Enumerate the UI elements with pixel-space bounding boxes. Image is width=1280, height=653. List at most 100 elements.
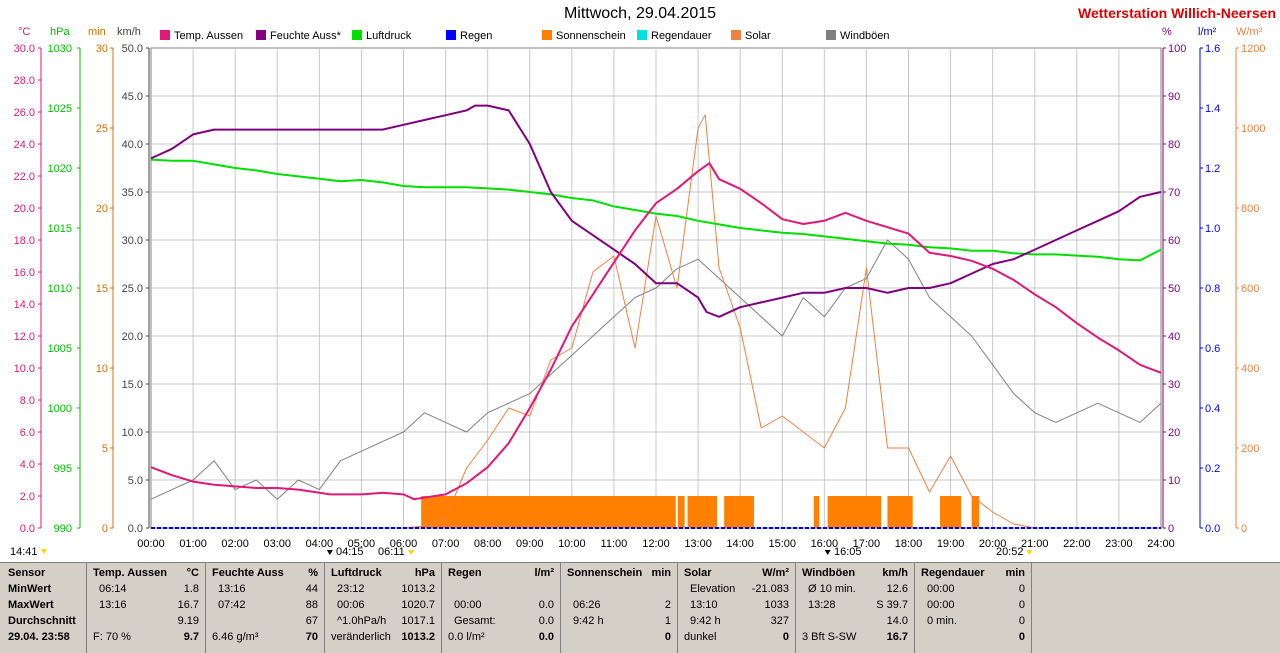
y-tick-label-temp: 30.0 (14, 43, 35, 55)
table-cell: 07:42 (218, 599, 246, 611)
y-tick-label-rain: 1.2 (1205, 163, 1220, 175)
table-cell: 88 (305, 599, 318, 611)
table-cell: 70 (305, 631, 318, 643)
legend-swatch (256, 30, 266, 40)
table-cell: Luftdruck (331, 567, 382, 579)
table-cell: 0 (664, 631, 671, 643)
y-tick-label-rain: 0.4 (1205, 403, 1220, 415)
y-tick-label-solar: 600 (1241, 283, 1259, 295)
table-cell: 0.0 l/m² (448, 631, 485, 643)
y-tick-label-temp: 20.0 (14, 203, 35, 215)
table-cell: 327 (770, 615, 789, 627)
x-tick-label: 06:00 (390, 538, 418, 550)
sunshine-bar (887, 496, 913, 528)
legend-swatch (826, 30, 836, 40)
x-tick-label: 18:00 (895, 538, 923, 550)
legend-item: Solar (731, 30, 771, 46)
sunshine-bar (940, 496, 962, 528)
station-name: Wetterstation Willich-Neersen (1078, 5, 1276, 21)
y-tick-label-wind: 10.0 (122, 427, 143, 439)
table-cell: 12.6 (886, 583, 908, 595)
table-cell: ^1.0hPa/h (337, 615, 387, 627)
x-tick-label: 20:00 (979, 538, 1007, 550)
max-temp-time-label: 16:05 (834, 546, 862, 558)
y-tick-label-humidity: 0 (1168, 523, 1174, 535)
y-tick-label-wind: 25.0 (122, 283, 143, 295)
left-time-label: 14:41 (10, 546, 38, 558)
table-cell: 13:10 (690, 599, 718, 611)
y-tick-label-rain: 0.0 (1205, 523, 1220, 535)
y-tick-label-wind: 5.0 (128, 475, 143, 487)
table-cell: 14.0 (886, 615, 908, 627)
y-tick-label-solar: 1200 (1241, 43, 1265, 55)
x-tick-label: 05:00 (348, 538, 376, 550)
table-cell: Feuchte Auss (212, 567, 284, 579)
table-cell: min (651, 567, 671, 579)
table-cell: Regendauer (921, 567, 985, 579)
x-tick-label: 22:00 (1063, 538, 1091, 550)
legend-swatch (731, 30, 741, 40)
x-tick-label: 19:00 (937, 538, 965, 550)
legend-item: Feuchte Auss* (256, 30, 341, 46)
table-cell: F: 70 % (93, 631, 131, 643)
y-tick-label-solar: 800 (1241, 203, 1259, 215)
table-cell: S 39.7 (876, 599, 908, 611)
unit-label: °C (18, 26, 31, 38)
x-tick-label: 11:00 (601, 538, 628, 550)
y-tick-label-pressure: 995 (54, 463, 72, 475)
y-tick-label-humidity: 80 (1168, 139, 1180, 151)
y-tick-label-pressure: 990 (54, 523, 72, 535)
time-marker (824, 550, 831, 555)
x-tick-label: 24:00 (1147, 538, 1175, 550)
legend-item: Regendauer (637, 30, 712, 46)
y-tick-label-wind: 40.0 (122, 139, 143, 151)
x-tick-label: 09:00 (516, 538, 544, 550)
table-cell: 00:00 (454, 599, 482, 611)
unit-label: km/h (117, 26, 141, 38)
y-tick-label-humidity: 10 (1168, 475, 1180, 487)
table-cell: 0.0 (538, 631, 554, 643)
table-cell: 0 min. (927, 615, 957, 627)
y-tick-label-humidity: 60 (1168, 235, 1180, 247)
table-cell: 13:16 (99, 599, 127, 611)
y-tick-label-pressure: 1030 (48, 43, 72, 55)
row-label-max: MaxWert (8, 599, 54, 611)
table-cell: dunkel (684, 631, 717, 643)
y-tick-label-pressure: 1010 (48, 283, 72, 295)
y-tick-label-temp: 28.0 (14, 75, 35, 87)
y-tick-label-wind: 35.0 (122, 187, 143, 199)
table-cell: 13:28 (808, 599, 836, 611)
series-line-luftdruck (150, 158, 1162, 262)
table-cell: 23:12 (337, 583, 365, 595)
y-tick-label-pressure: 1015 (48, 223, 72, 235)
table-cell: 9:42 h (573, 615, 604, 627)
sunshine-bar (971, 496, 980, 528)
x-tick-label: 12:00 (642, 538, 670, 550)
table-cell: 2 (664, 599, 671, 611)
table-cell: veränderlich (331, 631, 391, 643)
row-label-current: 29.04. 23:58 (8, 631, 70, 643)
y-tick-label-humidity: 50 (1168, 283, 1180, 295)
y-tick-label-wind: 15.0 (122, 379, 143, 391)
table-cell: Elevation (690, 583, 736, 595)
legend-item: Temp. Aussen (160, 30, 243, 46)
table-cell: 1013.2 (401, 631, 435, 643)
y-tick-label-solar: 200 (1241, 443, 1259, 455)
y-tick-label-temp: 0.0 (20, 523, 35, 535)
legend-swatch (446, 30, 456, 40)
y-tick-label-solar: 400 (1241, 363, 1259, 375)
table-cell: 16.7 (886, 631, 908, 643)
x-tick-label: 00:00 (137, 538, 165, 550)
table-cell: 1020.7 (401, 599, 435, 611)
table-cell: -21.083 (751, 583, 789, 595)
sunrise-label: 06:11 (378, 546, 405, 558)
table-cell: km/h (882, 567, 908, 579)
table-col-temp: Temp. Aussen °C 06:14 1.8 13:16 16.7 9.19 F: 70… (87, 563, 206, 653)
y-tick-label-humidity: 90 (1168, 91, 1180, 103)
table-cell: 0 (1018, 615, 1025, 627)
table-cell: Regen (448, 567, 482, 579)
table-cell: 44 (305, 583, 318, 595)
unit-label: W/m² (1236, 26, 1263, 38)
x-tick-label: 13:00 (684, 538, 712, 550)
x-tick-label: 07:00 (432, 538, 460, 550)
